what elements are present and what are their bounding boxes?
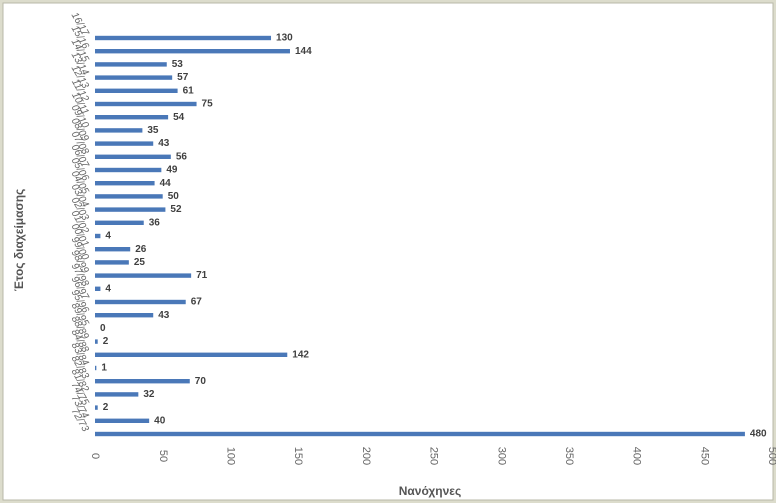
bar — [95, 220, 144, 225]
x-tick-label: 500 — [766, 447, 776, 465]
value-label: 56 — [176, 151, 188, 162]
bar — [95, 352, 288, 357]
value-label: 50 — [168, 191, 180, 202]
bar — [95, 379, 190, 384]
bar — [95, 339, 98, 344]
bar — [95, 35, 272, 41]
value-label: 1 — [101, 363, 107, 374]
bar — [95, 260, 129, 265]
value-label: 0 — [100, 323, 106, 334]
value-label: 4 — [105, 283, 111, 294]
bar — [95, 75, 173, 80]
value-label: 25 — [134, 257, 146, 268]
x-tick-label: 400 — [631, 447, 643, 465]
bar — [95, 141, 154, 146]
value-label: 75 — [202, 99, 214, 110]
value-label: 67 — [191, 297, 203, 308]
value-label: 130 — [276, 33, 293, 44]
bar — [95, 49, 290, 54]
y-axis-title: Έτος διαχείμασης — [12, 189, 26, 292]
value-label: 4 — [105, 231, 111, 242]
value-label: 36 — [149, 217, 161, 228]
value-label: 480 — [750, 429, 767, 440]
bar — [95, 313, 154, 318]
x-tick-label: 250 — [428, 447, 440, 465]
value-label: 71 — [196, 270, 208, 281]
bar — [95, 181, 155, 186]
bar — [95, 62, 167, 67]
bar — [95, 418, 150, 423]
value-label: 53 — [172, 59, 184, 70]
x-tick-label: 450 — [698, 447, 710, 465]
value-label: 43 — [158, 138, 170, 149]
bar — [95, 286, 101, 291]
bar — [95, 167, 162, 173]
bar — [95, 154, 171, 159]
x-tick-label: 0 — [89, 453, 101, 459]
bar — [95, 207, 166, 212]
value-label: 61 — [183, 85, 195, 96]
bar — [95, 128, 143, 133]
x-tick-label: 50 — [157, 450, 169, 462]
bar — [95, 194, 163, 199]
x-tick-label: 350 — [563, 447, 575, 465]
value-label: 52 — [170, 204, 182, 215]
x-tick-label: 100 — [224, 447, 236, 465]
bar — [95, 431, 745, 437]
bar — [95, 115, 169, 120]
value-label: 144 — [295, 46, 312, 57]
bar — [95, 88, 178, 93]
bar — [95, 299, 186, 305]
value-label: 57 — [177, 72, 189, 83]
bar — [95, 273, 192, 278]
value-label: 2 — [103, 402, 109, 413]
value-label: 32 — [143, 389, 155, 400]
x-tick-label: 200 — [360, 447, 372, 465]
x-tick-label: 300 — [495, 447, 507, 465]
value-label: 54 — [173, 112, 185, 123]
value-label: 70 — [195, 376, 207, 387]
value-label: 44 — [160, 178, 172, 189]
value-label: 49 — [166, 165, 178, 176]
value-label: 43 — [158, 310, 170, 321]
x-axis-title: Νανόχηνες — [399, 484, 461, 498]
bar — [95, 247, 131, 252]
bar — [95, 392, 139, 397]
value-label: 26 — [135, 244, 147, 255]
value-label: 40 — [154, 415, 166, 426]
x-tick-label: 150 — [292, 447, 304, 465]
value-label: 35 — [147, 125, 159, 136]
bar — [95, 233, 101, 239]
value-label: 2 — [103, 336, 109, 347]
value-label: 142 — [292, 349, 309, 360]
bar — [95, 101, 197, 107]
bar — [95, 365, 97, 371]
bar — [95, 405, 98, 410]
